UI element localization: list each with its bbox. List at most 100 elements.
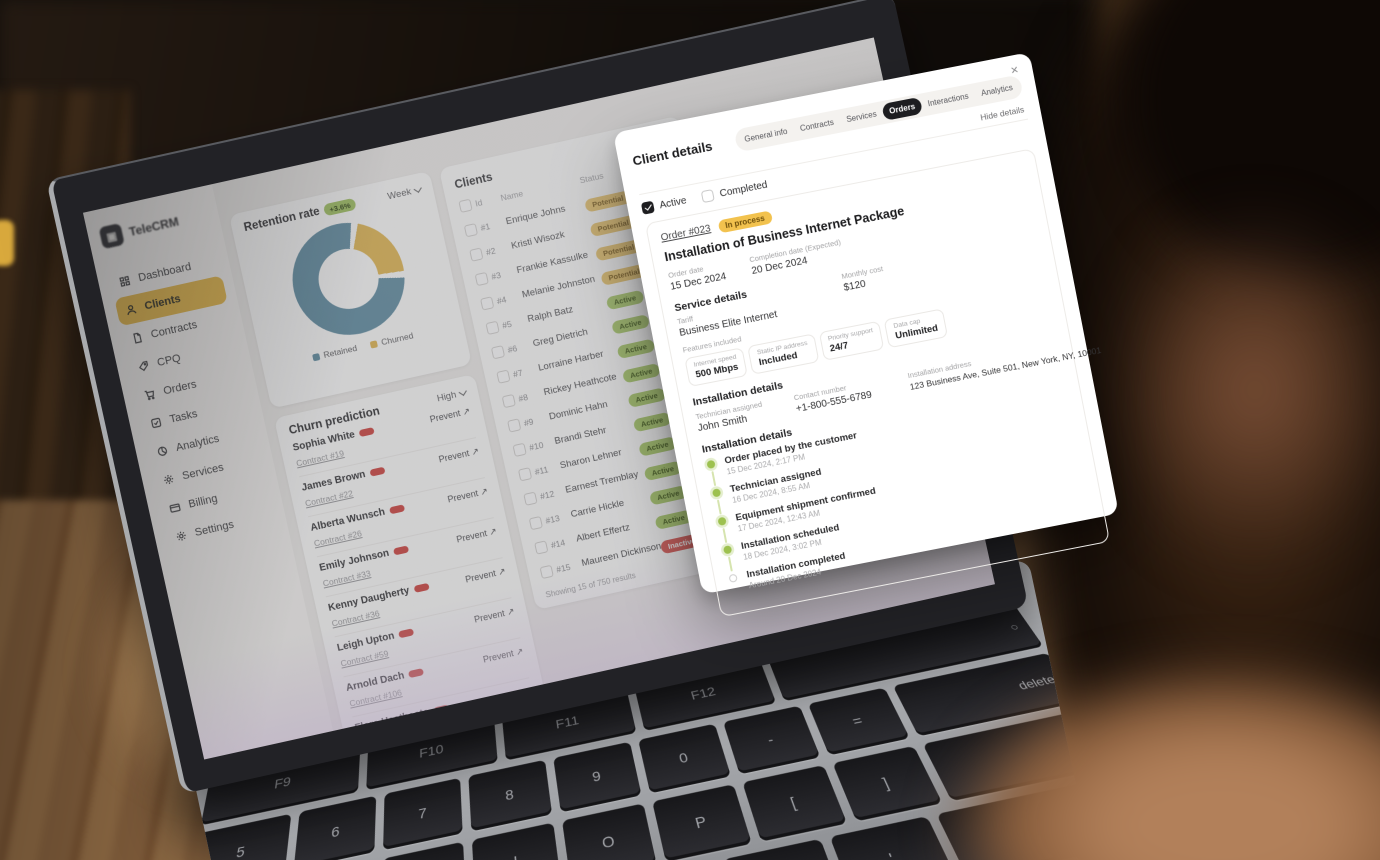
row-checkbox[interactable]	[496, 369, 511, 384]
row-checkbox[interactable]	[506, 417, 522, 433]
sidebar-item-label: Tasks	[168, 407, 199, 426]
prevent-link[interactable]: Prevent ↗	[464, 565, 507, 585]
logo-icon: ▣	[98, 222, 125, 250]
row-checkbox[interactable]	[517, 466, 533, 481]
sidebar-item-dashboard[interactable]: Dashboard	[108, 247, 221, 298]
contract-link[interactable]: Contract #33	[321, 568, 372, 589]
filter-completed-checkbox[interactable]: Completed	[700, 179, 768, 204]
laptop-lid: ▣ TeleCRM Dashboard Clients Contracts	[46, 0, 1029, 795]
row-checkbox[interactable]	[539, 564, 554, 579]
timeline-connector	[727, 556, 733, 572]
settings-gear-icon	[176, 531, 186, 541]
sidebar-item-orders[interactable]: Orders	[133, 360, 246, 411]
close-icon[interactable]: ×	[1009, 61, 1020, 78]
sidebar-item-settings[interactable]: Settings	[165, 502, 278, 553]
contract-link[interactable]: Contract #59	[339, 648, 390, 669]
filter-active-checkbox[interactable]: Active	[640, 194, 688, 215]
select-all-checkbox[interactable]	[458, 198, 473, 213]
client-id: #15	[555, 561, 572, 575]
row-checkbox[interactable]	[469, 246, 484, 262]
timeline-dot	[717, 516, 727, 527]
client-id: #8	[517, 391, 529, 404]
row-checkbox[interactable]	[512, 442, 527, 457]
feature-chip: Data cap Unlimited	[884, 308, 948, 349]
header-id: Id	[474, 197, 484, 209]
row-checkbox[interactable]	[463, 222, 478, 237]
tab-interactions[interactable]: Interactions	[926, 91, 970, 109]
document-icon	[133, 332, 142, 344]
donut-hole	[312, 243, 384, 315]
client-id: #11	[533, 463, 550, 477]
contract-link[interactable]: Contract #22	[304, 488, 354, 509]
sidebar-item-services[interactable]: Services	[152, 445, 265, 496]
client-id: #5	[501, 318, 513, 331]
sidebar-item-label: Settings	[193, 518, 236, 539]
sidebar-item-cpq[interactable]: CPQ	[127, 332, 240, 383]
churn-risk-pill	[358, 426, 376, 438]
row-checkbox[interactable]	[534, 539, 549, 555]
order-number-link[interactable]: Order #023	[659, 223, 712, 244]
prevent-link[interactable]: Prevent ↗	[490, 686, 534, 705]
contract-link[interactable]: Contract #19	[295, 448, 345, 469]
legend-churned-label: Churned	[380, 330, 415, 348]
tab-general-info[interactable]: General info	[743, 126, 789, 144]
sidebar-item-tasks[interactable]: Tasks	[139, 388, 252, 439]
key-0: 0	[638, 723, 731, 794]
prevent-link[interactable]: Prevent ↗	[473, 605, 516, 625]
row-checkbox[interactable]	[501, 393, 516, 408]
sidebar-item-contracts[interactable]: Contracts	[121, 304, 234, 355]
row-checkbox[interactable]	[490, 344, 506, 359]
tab-orders[interactable]: Orders	[881, 96, 923, 121]
prevent-link[interactable]: Prevent ↗	[455, 525, 498, 545]
client-id: #13	[544, 512, 561, 526]
contract-link[interactable]: Contract #36	[330, 608, 381, 629]
churn-risk-pill	[393, 545, 410, 556]
sidebar-item-label: Dashboard	[137, 260, 193, 285]
credit-card-icon	[169, 503, 181, 513]
row-checkbox[interactable]	[528, 515, 543, 530]
client-id: #3	[490, 269, 502, 282]
retention-donut-chart	[281, 212, 415, 346]
churn-risk-pill	[398, 628, 415, 639]
row-checkbox[interactable]	[523, 491, 538, 506]
checkbox-empty-icon	[700, 188, 716, 204]
key--: -	[722, 705, 821, 775]
retention-range-dropdown[interactable]: Week	[386, 184, 422, 202]
timeline-dot	[711, 488, 722, 498]
sidebar-item-label: Billing	[187, 492, 219, 511]
laptop-screen: ▣ TeleCRM Dashboard Clients Contracts	[82, 37, 995, 760]
row-checkbox[interactable]	[474, 271, 489, 286]
key-=: =	[807, 687, 910, 756]
client-id: #10	[528, 439, 545, 453]
chevron-down-icon	[413, 184, 422, 193]
tab-analytics[interactable]: Analytics	[980, 82, 1014, 98]
client-id: #4	[495, 293, 508, 306]
sidebar-item-label: Contracts	[149, 318, 199, 341]
prevent-link[interactable]: Prevent ↗	[482, 645, 525, 665]
tab-services[interactable]: Services	[845, 109, 878, 125]
sidebar-item-label: CPQ	[156, 352, 182, 370]
clients-title: Clients	[453, 171, 494, 192]
client-id: #9	[522, 415, 535, 428]
prevent-link[interactable]: Prevent ↗	[428, 405, 472, 425]
sidebar-item-analytics[interactable]: Analytics	[146, 417, 259, 468]
client-id: #7	[511, 367, 524, 379]
key-8: 8	[468, 759, 553, 832]
row-checkbox[interactable]	[485, 320, 500, 335]
sidebar-item-label: Orders	[162, 378, 198, 398]
retention-title: Retention rate	[242, 205, 321, 235]
app-logo: ▣ TeleCRM	[98, 204, 211, 250]
prevent-link[interactable]: Prevent ↗	[446, 485, 489, 505]
tab-contracts[interactable]: Contracts	[799, 117, 835, 134]
contract-link[interactable]: Contract #26	[312, 528, 363, 549]
legend-retained-label: Retained	[322, 342, 358, 360]
sidebar-item-billing[interactable]: Billing	[158, 473, 271, 524]
dashboard-grid-icon	[119, 275, 131, 287]
client-id: #12	[539, 488, 556, 501]
client-id: #2	[484, 245, 497, 257]
sidebar-item-clients[interactable]: Clients	[114, 275, 228, 327]
key-]: ]	[832, 745, 943, 822]
retention-rate-card: Retention rate +3.6% Week	[228, 170, 472, 409]
row-checkbox[interactable]	[479, 295, 495, 311]
prevent-link[interactable]: Prevent ↗	[437, 445, 480, 465]
